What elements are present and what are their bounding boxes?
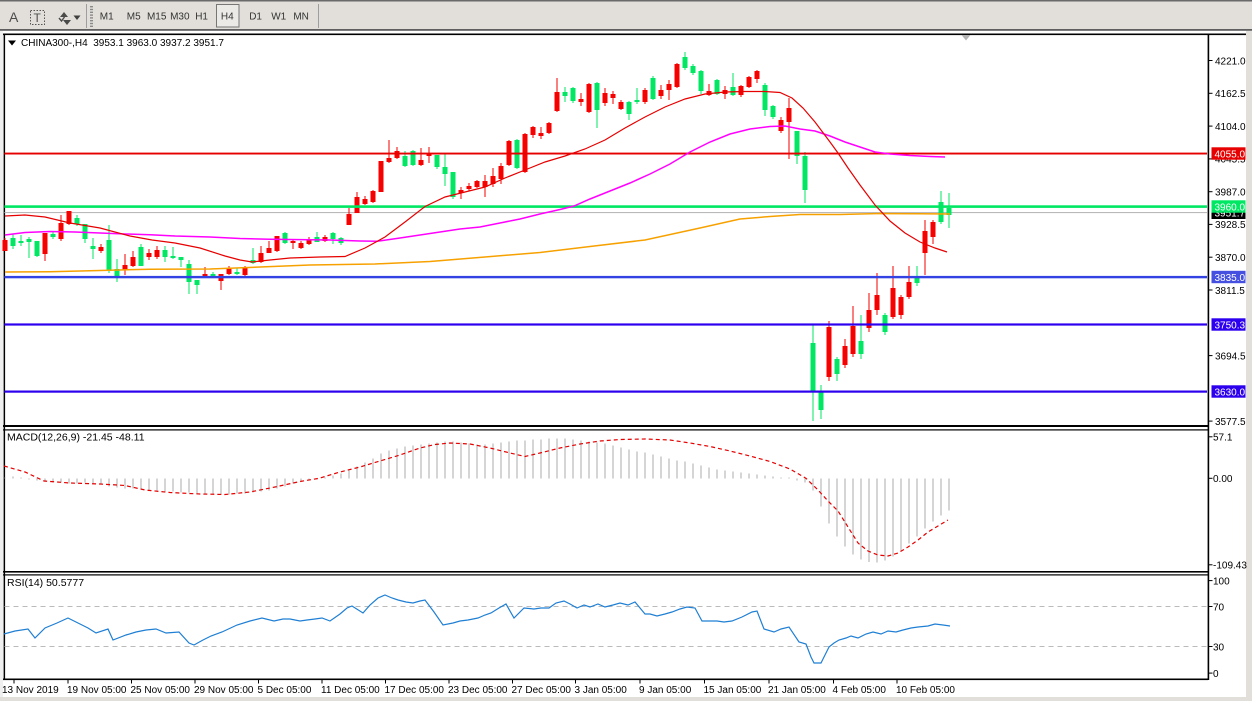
svg-text:19 Nov 05:00: 19 Nov 05:00 — [67, 685, 127, 696]
svg-text:17 Dec 05:00: 17 Dec 05:00 — [385, 685, 445, 696]
svg-text:30: 30 — [1213, 642, 1225, 653]
svg-text:0.00: 0.00 — [1213, 474, 1233, 485]
svg-text:57.1: 57.1 — [1213, 433, 1233, 444]
svg-text:23 Dec 05:00: 23 Dec 05:00 — [448, 685, 508, 696]
svg-text:4045.5: 4045.5 — [1215, 155, 1246, 166]
svg-text:W1: W1 — [271, 12, 286, 23]
svg-text:3928.5: 3928.5 — [1215, 220, 1246, 231]
svg-text:9 Jan 05:00: 9 Jan 05:00 — [639, 685, 692, 696]
svg-text:CHINA300-,H4 3953.1 3963.0 39: CHINA300-,H4 3953.1 3963.0 3937.2 3951.7 — [21, 38, 224, 49]
svg-text:MN: MN — [293, 12, 309, 23]
svg-text:3630.0: 3630.0 — [1215, 387, 1246, 398]
svg-text:4162.5: 4162.5 — [1215, 89, 1246, 100]
svg-text:100: 100 — [1213, 576, 1230, 587]
svg-text:3960.0: 3960.0 — [1215, 202, 1246, 213]
svg-text:4055.0: 4055.0 — [1215, 149, 1246, 160]
svg-text:4221.0: 4221.0 — [1215, 56, 1246, 67]
svg-text:3694.5: 3694.5 — [1215, 351, 1246, 362]
svg-text:13 Nov 2019: 13 Nov 2019 — [2, 685, 59, 696]
svg-text:3811.5: 3811.5 — [1215, 286, 1245, 297]
svg-text:3951.7: 3951.7 — [1215, 209, 1246, 220]
svg-text:5 Dec 05:00: 5 Dec 05:00 — [258, 685, 312, 696]
svg-text:10 Feb 05:00: 10 Feb 05:00 — [896, 685, 955, 696]
svg-text:3835.0: 3835.0 — [1215, 273, 1246, 284]
svg-text:4 Feb 05:00: 4 Feb 05:00 — [833, 685, 887, 696]
svg-text:0: 0 — [1213, 669, 1219, 680]
svg-text:15 Jan 05:00: 15 Jan 05:00 — [704, 685, 762, 696]
svg-text:M5: M5 — [127, 12, 141, 23]
svg-text:3870.0: 3870.0 — [1215, 253, 1246, 264]
svg-text:21 Jan 05:00: 21 Jan 05:00 — [768, 685, 826, 696]
svg-text:MACD(12,26,9) -21.45 -48.11: MACD(12,26,9) -21.45 -48.11 — [7, 432, 145, 444]
svg-text:29 Nov 05:00: 29 Nov 05:00 — [194, 685, 254, 696]
svg-text:T: T — [34, 11, 42, 25]
svg-text:M15: M15 — [147, 12, 167, 23]
svg-text:25 Nov 05:00: 25 Nov 05:00 — [131, 685, 191, 696]
svg-text:H1: H1 — [195, 12, 208, 23]
svg-text:3 Jan 05:00: 3 Jan 05:00 — [575, 685, 628, 696]
svg-text:11 Dec 05:00: 11 Dec 05:00 — [321, 685, 380, 696]
svg-text:RSI(14) 50.5777: RSI(14) 50.5777 — [7, 577, 84, 589]
svg-text:M30: M30 — [170, 12, 190, 23]
svg-text:-109.43: -109.43 — [1213, 561, 1247, 572]
svg-text:4104.0: 4104.0 — [1215, 122, 1246, 133]
svg-text:D1: D1 — [249, 12, 262, 23]
svg-text:3577.5: 3577.5 — [1215, 417, 1246, 428]
svg-text:M1: M1 — [100, 12, 114, 23]
svg-text:27 Dec 05:00: 27 Dec 05:00 — [512, 685, 572, 696]
svg-text:70: 70 — [1213, 602, 1225, 613]
svg-text:3750.3: 3750.3 — [1215, 320, 1246, 331]
svg-text:H4: H4 — [221, 12, 234, 23]
svg-text:3987.0: 3987.0 — [1215, 188, 1246, 199]
svg-text:A: A — [9, 9, 19, 25]
